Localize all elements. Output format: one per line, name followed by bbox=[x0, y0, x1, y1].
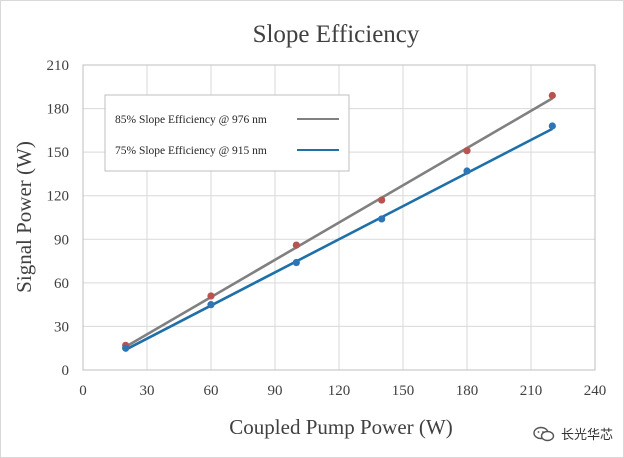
y-tick-label: 180 bbox=[47, 102, 70, 118]
x-tick-label: 90 bbox=[268, 383, 283, 399]
wechat-icon bbox=[533, 426, 555, 441]
chart-title: Slope Efficiency bbox=[253, 21, 420, 48]
fit-line-series-1 bbox=[125, 127, 553, 351]
data-point-series-1 bbox=[122, 344, 130, 352]
x-tick-label: 60 bbox=[204, 383, 219, 399]
y-tick-label: 210 bbox=[47, 58, 70, 74]
data-point-series-0 bbox=[463, 147, 471, 155]
x-tick-label: 120 bbox=[328, 383, 351, 399]
data-point-series-0 bbox=[548, 91, 556, 100]
x-tick-label: 180 bbox=[456, 383, 479, 399]
x-tick-label: 240 bbox=[584, 383, 607, 399]
x-tick-label: 210 bbox=[520, 383, 543, 399]
watermark: 长光华芯 bbox=[533, 424, 613, 443]
fit-line-series-0 bbox=[125, 97, 553, 348]
x-tick-label: 150 bbox=[392, 383, 415, 399]
legend-box bbox=[104, 94, 350, 172]
data-point-series-1 bbox=[463, 167, 471, 175]
fit-lines bbox=[125, 97, 553, 351]
data-point-series-1 bbox=[207, 301, 215, 309]
data-point-series-1 bbox=[378, 215, 386, 223]
data-point-series-1 bbox=[292, 258, 300, 267]
y-tick-label: 150 bbox=[47, 145, 70, 161]
x-tick-label: 30 bbox=[140, 383, 155, 399]
data-point-series-0 bbox=[207, 292, 215, 300]
data-point-series-1 bbox=[548, 122, 556, 130]
plot-area bbox=[82, 64, 596, 371]
data-point-series-0 bbox=[292, 241, 300, 249]
x-tick-labels: 0 30 60 90 120 150 180 210 240 bbox=[79, 383, 606, 399]
y-tick-label: 0 bbox=[62, 363, 70, 379]
watermark-text: 长光华芯 bbox=[560, 428, 613, 443]
legend-label-915: 75% Slope Efficiency @ 915 nm bbox=[115, 145, 267, 157]
y-axis-label: Signal Power (W) bbox=[12, 141, 36, 293]
y-tick-label: 90 bbox=[54, 232, 69, 248]
y-tick-labels: 0 30 60 90 120 150 180 210 bbox=[47, 58, 70, 379]
y-tick-label: 30 bbox=[54, 319, 69, 335]
data-points bbox=[122, 91, 556, 352]
data-point-series-0 bbox=[378, 196, 386, 204]
x-axis-label: Coupled Pump Power (W) bbox=[229, 415, 452, 439]
x-tick-label: 0 bbox=[79, 383, 87, 399]
axis-frame bbox=[82, 64, 596, 371]
y-tick-label: 60 bbox=[54, 276, 69, 292]
y-tick-label: 120 bbox=[47, 189, 70, 205]
legend: 85% Slope Efficiency @ 976 nm 75% Slope … bbox=[104, 94, 350, 172]
legend-label-976: 85% Slope Efficiency @ 976 nm bbox=[115, 114, 267, 126]
